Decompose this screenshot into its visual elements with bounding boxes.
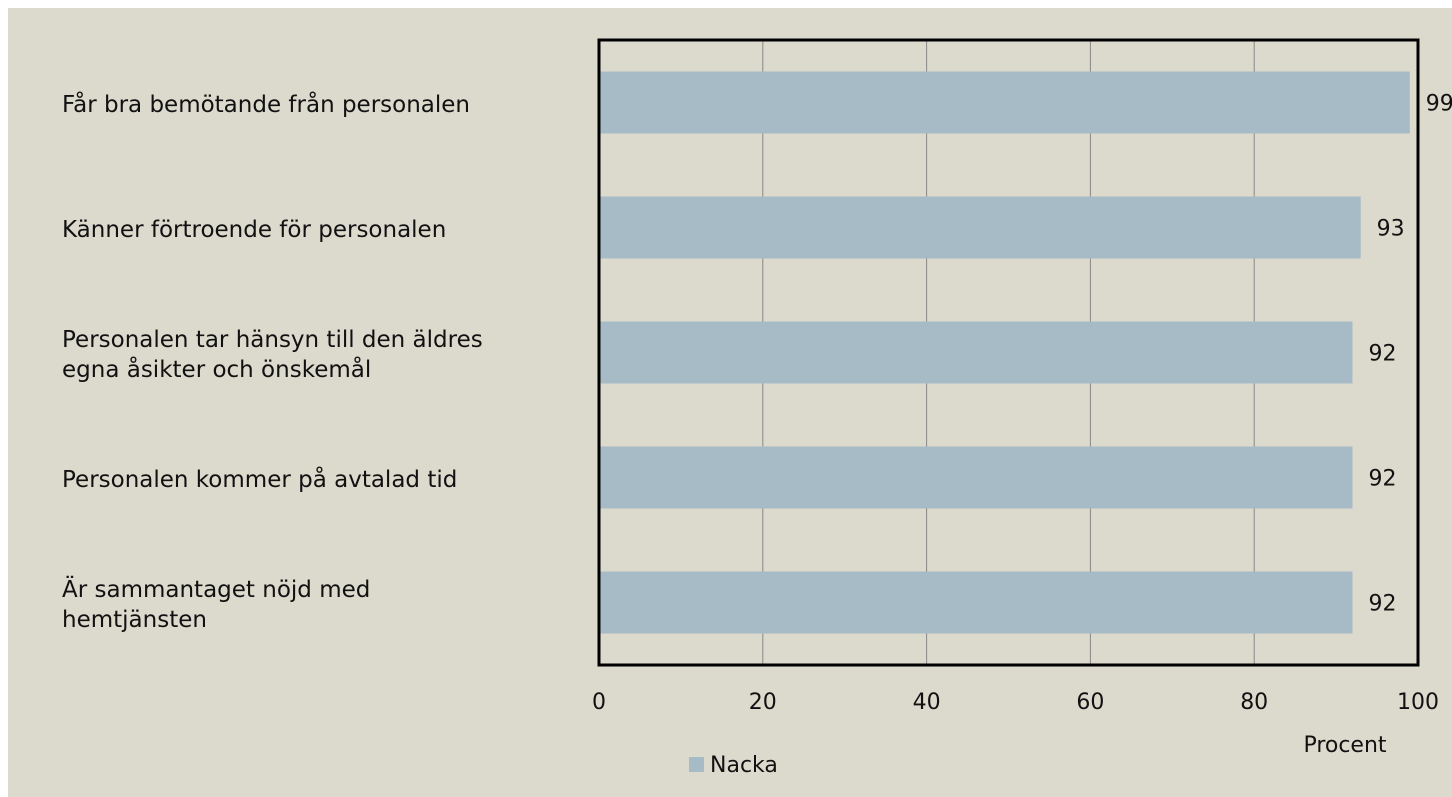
x-tick-label: 40 [913, 690, 941, 715]
legend-swatch [689, 757, 704, 772]
data-label: 99 [1426, 92, 1452, 117]
x-tick-label: 20 [749, 690, 777, 715]
bar [599, 321, 1353, 384]
bar [599, 196, 1361, 259]
x-tick-label: 60 [1076, 690, 1104, 715]
data-label: 92 [1368, 592, 1396, 617]
data-label: 92 [1368, 342, 1396, 367]
bar [599, 571, 1353, 634]
y-tick-label: Är sammantaget nöjd med hemtjänsten [62, 576, 371, 633]
y-tick-label: Personalen kommer på avtalad tid [62, 466, 458, 493]
x-tick-label: 0 [592, 690, 606, 715]
x-tick-label: 80 [1240, 690, 1268, 715]
bar [599, 446, 1353, 509]
y-tick-label: Får bra bemötande från personalen [62, 91, 471, 118]
y-tick-label: Personalen tar hänsyn till den äldres eg… [62, 326, 483, 383]
x-tick-label: 100 [1397, 690, 1439, 715]
legend-label: Nacka [710, 753, 778, 778]
x-axis-title: Procent [1303, 733, 1386, 758]
data-label: 93 [1377, 217, 1405, 242]
bar [599, 71, 1410, 134]
plot-border [597, 38, 1420, 667]
y-tick-label: Känner förtroende för personalen [62, 216, 447, 243]
data-label: 92 [1368, 467, 1396, 492]
